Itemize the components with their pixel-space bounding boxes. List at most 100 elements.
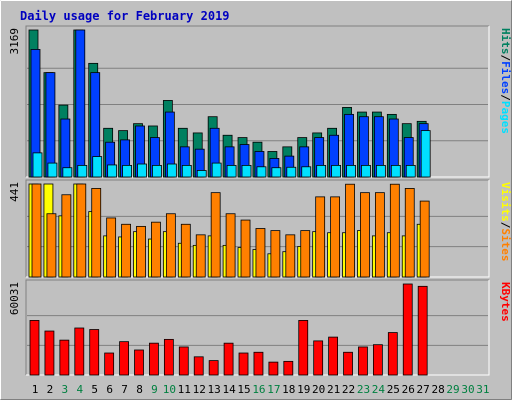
bar-sites-day-15 xyxy=(240,219,251,278)
bar-sites-day-10 xyxy=(165,213,176,278)
bar-pages-day-13 xyxy=(211,162,222,178)
bar-pages-day-26 xyxy=(405,165,416,178)
bar-sites-day-5 xyxy=(91,188,102,278)
bar-pages-day-16 xyxy=(256,166,267,178)
bar-sites-day-21 xyxy=(330,196,341,278)
x-axis-day-labels: 1 2 3 4 5 6 7 8 9 10 11 12 13 14 15 16 17 18 19 20 21 22 23 24 2… xyxy=(32,383,490,396)
panel-visits-sites: 441 Visits/Sites xyxy=(8,179,512,278)
bar-sites-day-18 xyxy=(285,234,296,278)
day-label-2: 2 xyxy=(47,383,54,396)
bar-kbytes-day-18 xyxy=(283,360,294,376)
bar-kbytes-day-22 xyxy=(343,351,353,376)
bar-sites-day-7 xyxy=(121,223,131,278)
legend-item: Pages xyxy=(499,101,512,134)
bar-pages-day-1 xyxy=(32,152,43,178)
legend-item: Visits xyxy=(499,182,512,222)
bar-pages-day-23 xyxy=(361,165,371,178)
bar-sites-day-14 xyxy=(225,213,236,278)
day-label-4: 4 xyxy=(76,383,83,396)
day-label-27: 27 xyxy=(417,383,430,396)
panel-hits-files-pages: 3169 Hits/Files/Pages xyxy=(8,25,512,178)
bar-sites-day-23 xyxy=(360,192,370,278)
bar-kbytes-day-9 xyxy=(149,342,159,376)
bar-kbytes-day-19 xyxy=(298,320,309,376)
bar-kbytes-day-17 xyxy=(268,361,279,376)
legend-item: / xyxy=(499,55,512,62)
bar-kbytes-day-20 xyxy=(313,340,324,376)
day-label-13: 13 xyxy=(208,383,221,396)
bar-sites-day-9 xyxy=(151,221,161,278)
bar-pages-day-17 xyxy=(271,167,282,178)
day-label-5: 5 xyxy=(91,383,98,396)
bar-pages-day-20 xyxy=(316,165,327,178)
bar-pages-day-11 xyxy=(181,165,192,178)
day-label-3: 3 xyxy=(62,383,69,396)
bar-pages-day-5 xyxy=(92,156,103,178)
bar-sites-day-27 xyxy=(419,200,430,278)
bar-kbytes-day-16 xyxy=(253,351,264,376)
bar-pages-day-4 xyxy=(77,165,88,178)
bar-pages-day-8 xyxy=(137,163,147,178)
legend-item: Sites xyxy=(499,228,512,261)
day-label-16: 16 xyxy=(252,383,265,396)
bar-kbytes-day-7 xyxy=(119,341,129,376)
legend-kbytes: KBytes xyxy=(499,282,512,322)
bar-pages-day-3 xyxy=(62,167,73,178)
bar-pages-day-27 xyxy=(420,130,431,178)
bar-sites-day-16 xyxy=(255,228,266,278)
plot-border-shadow xyxy=(25,25,489,177)
bar-files-day-2 xyxy=(45,72,56,178)
day-label-12: 12 xyxy=(193,383,206,396)
bar-kbytes-day-11 xyxy=(178,346,189,376)
day-label-17: 17 xyxy=(267,383,280,396)
bar-kbytes-day-27 xyxy=(417,285,428,376)
legend-hits-files-pages: Hits/Files/Pages xyxy=(499,28,512,134)
bar-sites-day-17 xyxy=(270,230,281,278)
bar-kbytes-day-13 xyxy=(208,360,219,376)
bar-sites-day-12 xyxy=(195,234,206,278)
day-label-11: 11 xyxy=(178,383,191,396)
bar-pages-day-22 xyxy=(346,165,356,178)
y-max-label: 3169 xyxy=(8,28,21,55)
bar-sites-day-26 xyxy=(404,188,415,278)
bar-pages-day-7 xyxy=(122,165,132,178)
legend-item: Hits xyxy=(499,28,512,55)
day-label-20: 20 xyxy=(312,383,325,396)
legend-item: / xyxy=(499,222,512,229)
bar-sites-day-19 xyxy=(300,230,311,278)
day-label-9: 9 xyxy=(151,383,158,396)
bar-kbytes-day-25 xyxy=(387,332,398,376)
plot-border-shadow xyxy=(25,279,489,375)
bar-kbytes-day-2 xyxy=(44,330,55,376)
bar-kbytes-day-26 xyxy=(402,283,413,376)
legend-item: / xyxy=(499,94,512,101)
bar-sites-day-4 xyxy=(76,183,87,278)
bar-sites-day-24 xyxy=(374,192,385,278)
day-label-7: 7 xyxy=(121,383,128,396)
day-label-1: 1 xyxy=(32,383,39,396)
day-label-28: 28 xyxy=(431,383,444,396)
legend-item: KBytes xyxy=(499,282,512,322)
legend-visits-sites: Visits/Sites xyxy=(499,182,512,262)
bar-kbytes-day-5 xyxy=(89,329,100,376)
bar-sites-day-25 xyxy=(389,183,400,278)
day-label-23: 23 xyxy=(357,383,370,396)
day-label-14: 14 xyxy=(222,383,236,396)
bar-pages-day-25 xyxy=(390,165,401,178)
bar-sites-day-20 xyxy=(315,196,326,278)
bar-kbytes-day-1 xyxy=(29,320,40,376)
bar-kbytes-day-14 xyxy=(223,342,234,376)
bar-pages-day-21 xyxy=(331,165,342,178)
bar-pages-day-24 xyxy=(375,165,386,178)
day-label-18: 18 xyxy=(282,383,295,396)
day-label-15: 15 xyxy=(237,383,250,396)
bar-pages-day-15 xyxy=(241,165,252,178)
day-label-21: 21 xyxy=(327,383,340,396)
bar-kbytes-day-8 xyxy=(134,349,144,376)
day-label-31: 31 xyxy=(476,383,489,396)
bar-pages-day-6 xyxy=(107,164,118,178)
bar-kbytes-day-21 xyxy=(328,336,339,376)
bar-sites-day-3 xyxy=(61,194,72,278)
bar-pages-day-2 xyxy=(47,162,58,178)
bar-pages-day-14 xyxy=(226,165,237,178)
